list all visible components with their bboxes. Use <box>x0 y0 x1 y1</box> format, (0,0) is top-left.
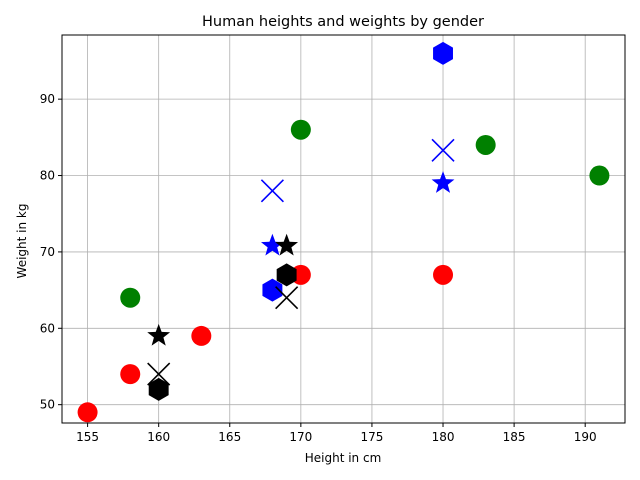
x-axis-label: Height in cm <box>305 451 382 465</box>
y-tick-label: 70 <box>40 245 55 259</box>
x-point <box>275 286 299 310</box>
star-point <box>147 323 171 346</box>
circle-point <box>290 119 311 140</box>
hexagon-point <box>262 278 283 302</box>
x-point <box>260 179 284 203</box>
x-stroke <box>275 286 299 310</box>
x-stroke <box>431 138 455 162</box>
circle-point <box>77 402 98 423</box>
circle-point <box>589 165 610 186</box>
x-tick-label: 155 <box>76 430 99 444</box>
x-stroke <box>260 179 284 203</box>
grid-lines <box>62 35 625 423</box>
x-tick-label: 190 <box>574 430 597 444</box>
y-tick-label: 50 <box>40 398 55 412</box>
star-point <box>275 233 299 256</box>
circle-point <box>433 264 454 285</box>
hexagon-point <box>433 41 453 65</box>
circle-point <box>191 325 212 346</box>
hexagon-point <box>276 263 297 287</box>
circle-point <box>475 134 496 155</box>
x-point <box>147 362 171 386</box>
star-point <box>431 171 455 193</box>
x-tick-label: 165 <box>218 430 241 444</box>
x-stroke <box>147 362 171 386</box>
y-tick-label: 60 <box>40 321 55 335</box>
data-points <box>77 41 610 423</box>
hexagon-point <box>148 377 169 401</box>
plot-area-frame <box>61 34 626 424</box>
star-point <box>261 233 284 256</box>
x-point <box>431 138 455 162</box>
circle-point <box>120 287 141 308</box>
axis-ticks: 155 160 165 170 175 180 185 190 50 60 70 80 90 <box>40 92 597 444</box>
y-tick-label: 90 <box>40 92 55 106</box>
x-tick-label: 175 <box>360 430 383 444</box>
circle-point <box>120 364 141 385</box>
x-tick-label: 180 <box>432 430 455 444</box>
y-tick-label: 80 <box>40 169 55 183</box>
chart-title: Human heights and weights by gender <box>202 14 484 30</box>
x-tick-label: 170 <box>289 430 312 444</box>
x-tick-label: 185 <box>503 430 526 444</box>
y-axis-label: Weight in kg <box>15 204 29 279</box>
x-tick-label: 160 <box>147 430 170 444</box>
